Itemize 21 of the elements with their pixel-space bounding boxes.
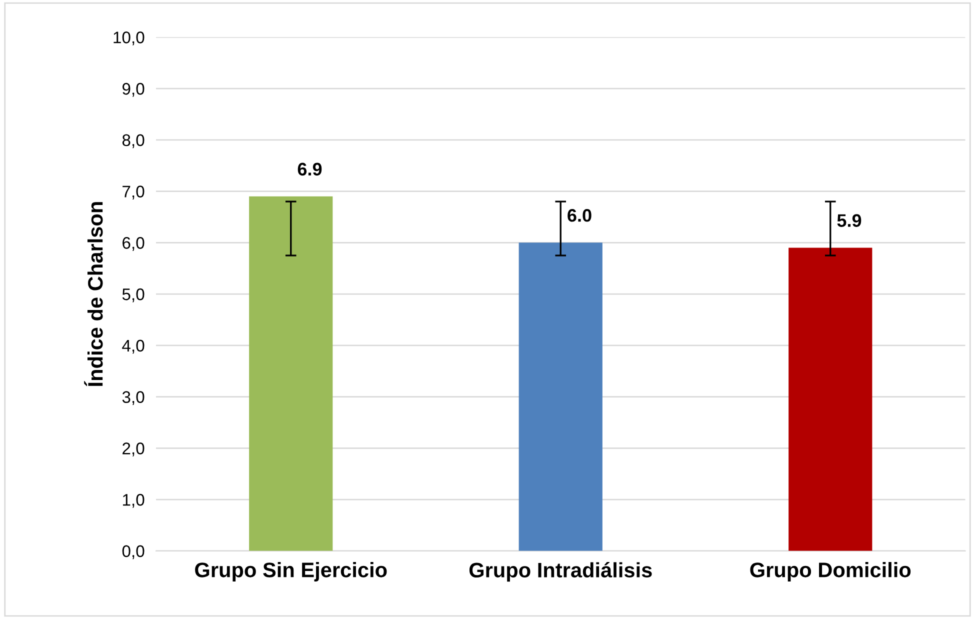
data-label: 6.9 [298,162,322,176]
bar [518,242,602,551]
y-tick-label: 10,0 [114,32,144,46]
y-tick-label: 3,0 [122,391,144,405]
data-label: 5.9 [837,214,862,227]
y-tick-label: 2,0 [122,442,144,456]
x-tick-label: Grupo Intradiálisis [469,562,652,582]
y-tick-label: 6,0 [122,237,144,251]
y-tick-label: 7,0 [122,186,144,200]
y-tick-label: 1,0 [122,494,144,508]
y-tick-label: 4,0 [122,340,144,354]
y-tick-label: 0,0 [122,545,144,560]
bar [788,248,872,551]
y-tick-label: 5,0 [122,288,144,302]
data-label: 6.0 [568,209,592,222]
x-tick-label: Grupo Domicilio [750,562,911,582]
x-tick-label: Grupo Sin Ejercicio [195,562,387,582]
y-tick-label: 9,0 [122,82,144,97]
y-tick-label: 8,0 [122,134,144,148]
bar [249,196,333,551]
y-axis-title: Índice de Charlson [84,202,103,386]
